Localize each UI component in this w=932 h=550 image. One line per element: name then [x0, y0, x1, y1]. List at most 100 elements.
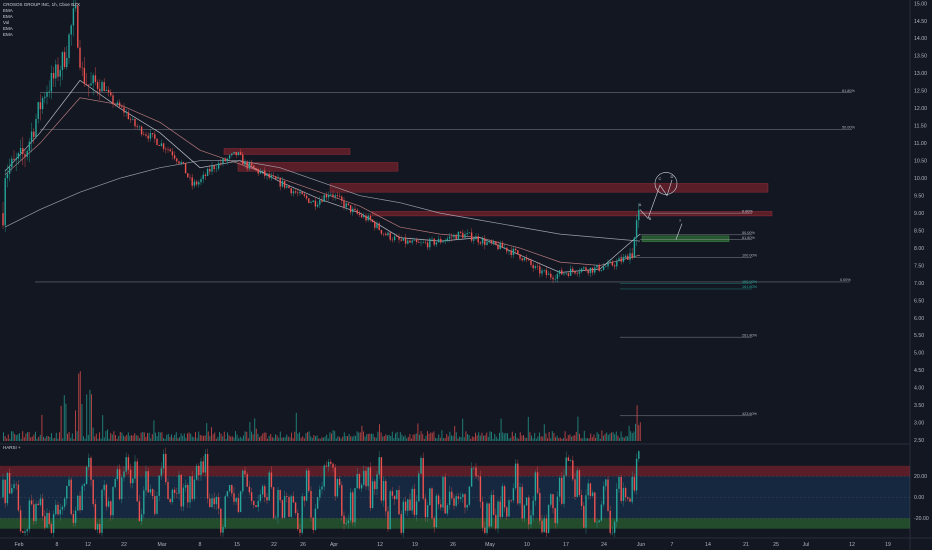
zones-layer [223, 148, 773, 243]
oscillator-label[interactable]: HARSI + [3, 445, 21, 450]
volume-bar [559, 437, 561, 441]
oscillator-candle [316, 497, 319, 509]
volume-bar [263, 432, 265, 441]
candle-body [580, 268, 583, 272]
oscillator-candle [74, 510, 77, 523]
oscillator-candle [327, 461, 330, 467]
oscillator-candle [259, 494, 262, 501]
volume-bar [603, 435, 604, 441]
volume-bar [143, 432, 145, 441]
oscillator-candle [160, 468, 163, 476]
oscillator-candle [169, 499, 171, 503]
indicator-ema-2[interactable]: EMA [3, 14, 13, 19]
volume-bar [193, 437, 195, 441]
volume-bar [175, 432, 177, 441]
oscillator-candle [37, 503, 39, 506]
oscillator-candle [19, 510, 22, 532]
oscillator-candle [305, 470, 308, 501]
wave-label: C [659, 176, 662, 181]
candle-body [387, 232, 389, 236]
oscillator-candle [70, 479, 72, 515]
oscillator-tick-label: -20.00 [914, 516, 929, 522]
volume-bar [430, 432, 432, 441]
candle-body [35, 118, 37, 137]
volume-bar [638, 425, 640, 441]
volume-bar [241, 438, 243, 441]
volume-bar [315, 436, 316, 441]
volume-bar [535, 438, 537, 441]
oscillator-candle [462, 494, 464, 498]
volume-bar [134, 433, 136, 441]
volume-bar [236, 434, 238, 441]
oscillator-candle [459, 497, 462, 499]
oscillator-candle [94, 503, 97, 530]
candle-body [605, 266, 607, 267]
volume-bar [171, 434, 172, 441]
volume-bar [342, 436, 344, 441]
oscillator-candle [257, 500, 259, 508]
oscillator-candle [539, 493, 541, 521]
oscillator-candle [468, 486, 471, 505]
candle-body [162, 143, 165, 149]
volume-bar [451, 435, 452, 441]
oscillator-candle [635, 458, 638, 491]
oscillator-candle [407, 499, 409, 511]
oscillator-candle [171, 489, 174, 503]
oscillator-candle [321, 486, 323, 490]
volume-bar [364, 436, 366, 441]
candle-body [572, 268, 574, 272]
price-tick-label: 9.00 [914, 211, 924, 217]
candle-body [123, 107, 125, 113]
demand-zone [641, 235, 730, 243]
volume-bar [483, 435, 484, 441]
oscillator-candle [200, 461, 202, 476]
volume-bar [519, 432, 521, 441]
volume-bar [476, 435, 478, 441]
oscillator-candle [545, 518, 548, 533]
volume-bar [60, 405, 62, 441]
candle-body [68, 34, 70, 59]
candle-body [389, 232, 391, 240]
indicator-ema-3[interactable]: EMA [3, 26, 13, 31]
candle-body [195, 181, 198, 185]
oscillator-candle [620, 477, 622, 502]
volume-bar [135, 435, 137, 441]
candle-body [28, 141, 31, 151]
oscillator-candle [547, 504, 550, 533]
candle-body [112, 95, 114, 105]
volume-bar [452, 435, 454, 441]
symbol-title[interactable]: CROSOS GROUP INC, 1h, Cboe BZX [3, 2, 80, 7]
oscillator-pane [0, 447, 910, 538]
candle-body [398, 236, 400, 240]
volume-bar [22, 431, 24, 441]
indicator-ema-1[interactable]: EMA [3, 8, 13, 13]
candle-body [583, 267, 585, 269]
time-axis[interactable]: Feb 8 12 22 Mar 8 15 22 26 Apr 12 19 26 May 10 17 24 Jun 7… [15, 542, 891, 548]
candle-body [512, 248, 515, 255]
volume-bar [126, 435, 128, 441]
candle-body [136, 126, 138, 128]
oscillator-candle [523, 505, 526, 519]
indicator-ema-4[interactable]: EMA [3, 32, 13, 37]
candle-body [206, 168, 209, 176]
candle-body [631, 253, 633, 258]
indicator-vol[interactable]: Vol [3, 20, 10, 25]
oscillator-candle [481, 501, 484, 528]
price-axis[interactable]: 15.00 14.50 14.00 13.50 13.00 12.50 12.00 11.50… [914, 1, 929, 522]
volume-bar [167, 433, 169, 441]
volume-bar [551, 431, 553, 441]
volume-bar [470, 438, 472, 441]
oscillator-candle [96, 524, 99, 530]
oscillator-candle [587, 483, 589, 496]
volume-bar [110, 433, 112, 441]
volume-bar [25, 433, 27, 441]
oscillator-candle [356, 474, 358, 489]
oscillator-candle [569, 460, 572, 461]
oscillator-candle [448, 491, 451, 506]
oscillator-candle [114, 478, 116, 488]
volume-bar [361, 425, 363, 441]
volume-bar [115, 435, 116, 441]
candle-body [378, 223, 380, 230]
